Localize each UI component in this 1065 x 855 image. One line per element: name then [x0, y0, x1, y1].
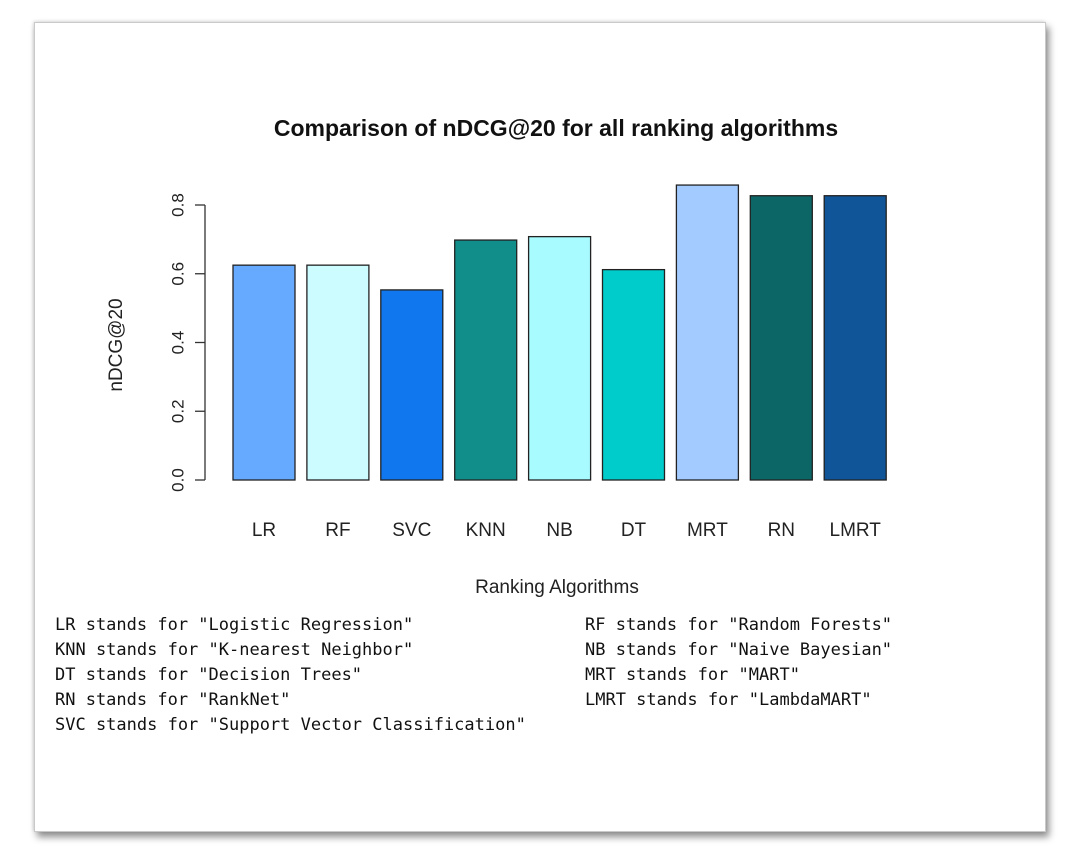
- x-tick-label-knn: KNN: [466, 520, 506, 541]
- x-tick-label-rf: RF: [325, 520, 350, 541]
- y-tick-label: 0.2: [168, 399, 187, 423]
- bar-rn: [749, 195, 813, 481]
- legend-row-3: DT stands for "Decision Trees" MRT stand…: [55, 663, 1035, 688]
- bar-nb: [527, 235, 592, 481]
- abbreviation-notes: LR stands for "Logistic Regression" RF s…: [55, 613, 1035, 738]
- bar-dt: [601, 268, 666, 481]
- bar-rf: [306, 264, 370, 481]
- y-tick-label: 0.8: [168, 193, 187, 217]
- legend-row-5: SVC stands for "Support Vector Classific…: [55, 713, 1035, 738]
- bar-mrt: [675, 184, 740, 481]
- y-tick-label: 0.0: [168, 468, 187, 492]
- legend-note-lmrt: LMRT stands for "LambdaMART": [585, 690, 872, 710]
- x-axis-label: Ranking Algorithms: [475, 577, 639, 598]
- legend-note-nb: NB stands for "Naive Bayesian": [585, 640, 893, 660]
- x-tick-label-mrt: MRT: [687, 520, 728, 541]
- y-tick-label: 0.4: [168, 331, 187, 355]
- legend-row-4: RN stands for "RankNet" LMRT stands for …: [55, 688, 1035, 713]
- legend-note-rn: RN stands for "RankNet": [55, 690, 291, 710]
- x-tick-label-nb: NB: [546, 520, 572, 541]
- legend-note-knn: KNN stands for "K-nearest Neighbor": [55, 640, 414, 660]
- bar-knn: [454, 239, 518, 481]
- legend-row-1: LR stands for "Logistic Regression" RF s…: [55, 613, 1035, 638]
- bar-chart: Comparison of nDCG@20 for all ranking al…: [106, 115, 887, 598]
- x-tick-label-dt: DT: [621, 520, 647, 541]
- bar-lmrt: [823, 195, 887, 481]
- legend-note-dt: DT stands for "Decision Trees": [55, 665, 363, 685]
- x-tick-label-lr: LR: [252, 520, 276, 541]
- legend-row-2: KNN stands for "K-nearest Neighbor" NB s…: [55, 638, 1035, 663]
- chart-title: Comparison of nDCG@20 for all ranking al…: [274, 115, 838, 141]
- x-tick-label-rn: RN: [768, 520, 795, 541]
- legend-note-lr: LR stands for "Logistic Regression": [55, 615, 414, 635]
- bar-lr: [232, 264, 296, 481]
- legend-note-mrt: MRT stands for "MART": [585, 665, 800, 685]
- y-axis-label: nDCG@20: [106, 298, 127, 391]
- legend-note-svc: SVC stands for "Support Vector Classific…: [55, 715, 526, 735]
- x-tick-label-svc: SVC: [392, 520, 431, 541]
- legend-note-rf: RF stands for "Random Forests": [585, 615, 893, 635]
- x-tick-label-lmrt: LMRT: [830, 520, 882, 541]
- bar-svc: [380, 289, 444, 481]
- y-tick-label: 0.6: [168, 262, 187, 286]
- figure-card: Comparison of nDCG@20 for all ranking al…: [34, 22, 1046, 832]
